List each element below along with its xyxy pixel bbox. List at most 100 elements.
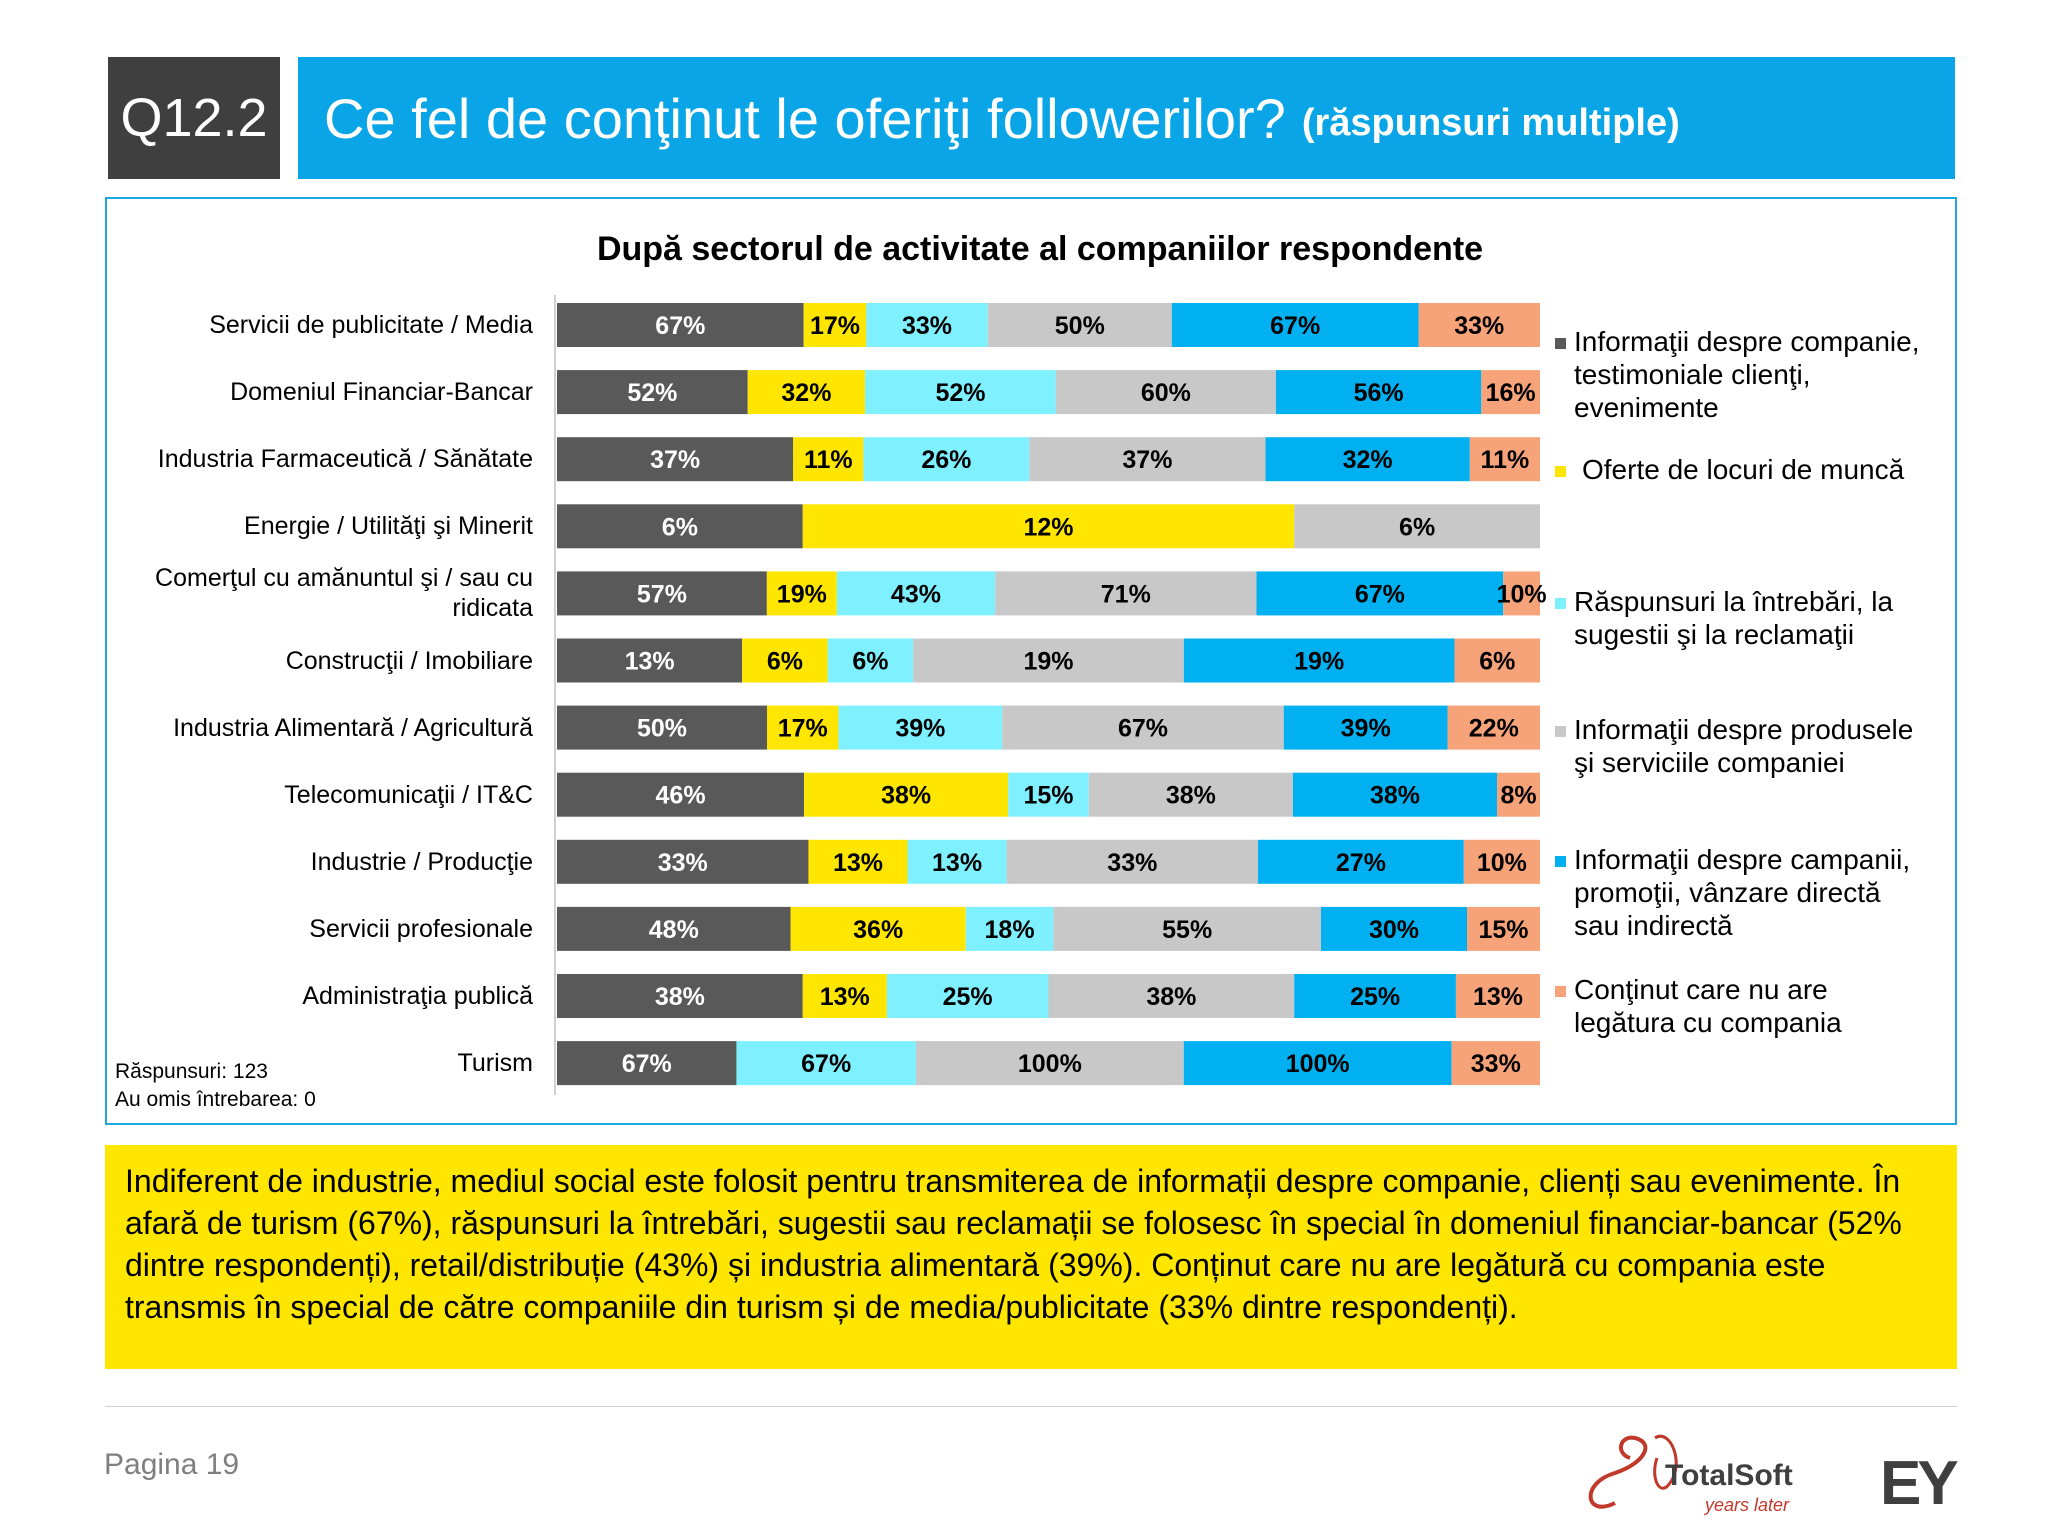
bar-segment	[802, 504, 1295, 549]
bar-segment	[557, 974, 803, 1018]
bar-segment	[1171, 303, 1419, 347]
bar-value-label: 15%	[1478, 916, 1528, 944]
bar-segment	[557, 303, 804, 347]
bar-segment	[836, 571, 996, 616]
bar-segment	[1275, 370, 1482, 415]
bar-value-label: 52%	[627, 379, 677, 407]
bar-value-label: 52%	[935, 379, 985, 407]
category-label: Comerţul cu amănuntul şi / sau cu ridica…	[155, 564, 533, 623]
legend-swatch	[1555, 466, 1566, 477]
bar-segment	[557, 437, 794, 482]
legend-label-line: testimoniale clienţi,	[1574, 359, 1811, 390]
bar-segment	[1265, 437, 1470, 482]
bar-value-label: 36%	[853, 916, 903, 944]
bar-value-label: 6%	[1399, 513, 1435, 541]
bar-segment	[557, 839, 809, 884]
legend-label-line: Conţinut care nu are	[1574, 974, 1828, 1005]
totalsoft-logo: TotalSoft years later	[1588, 1434, 1793, 1515]
bar-segment	[1321, 906, 1468, 951]
bar-segment	[766, 571, 837, 616]
bar-value-label: 32%	[781, 379, 831, 407]
totalsoft-logo-name: TotalSoft	[1665, 1459, 1793, 1492]
legend-swatch	[1555, 338, 1566, 349]
bar-value-label: 38%	[1166, 782, 1216, 810]
bar-segment	[1503, 571, 1540, 616]
bar-segment	[987, 303, 1172, 347]
bar-segment	[1006, 839, 1259, 884]
bar-value-label: 6%	[662, 513, 698, 541]
bar-value-label: 13%	[833, 849, 883, 877]
bar-value-label: 37%	[1122, 446, 1172, 474]
bar-segment	[793, 437, 864, 482]
bar-value-label: 46%	[656, 782, 706, 810]
bar-value-label: 12%	[1023, 513, 1073, 541]
bar-value-label: 38%	[881, 782, 931, 810]
bar-value-label: 15%	[1023, 782, 1073, 810]
category-label: Administraţia publică	[302, 982, 533, 1010]
legend-label-line: Informaţii despre companie,	[1574, 326, 1920, 357]
bar-segment	[1008, 772, 1089, 817]
bar-segment	[1481, 370, 1540, 415]
bar-segment	[1183, 638, 1455, 683]
legend-label-line: şi serviciile companiei	[1574, 747, 1845, 778]
bar-value-label: 22%	[1469, 715, 1519, 743]
bar-value-label: 43%	[891, 580, 941, 608]
bar-value-label: 33%	[1454, 312, 1504, 340]
bar-value-label: 71%	[1101, 580, 1151, 608]
bar-value-label: 38%	[655, 983, 705, 1011]
category-label: Servicii profesionale	[309, 914, 533, 943]
totalsoft-logo-zero	[1653, 1434, 1678, 1490]
bar-segment	[915, 1041, 1184, 1086]
category-label: Turism	[457, 1049, 533, 1078]
summary-box: Indiferent de industrie, mediul social e…	[105, 1145, 1957, 1369]
legend-item: Informaţii despre companie, testimoniale …	[1555, 325, 1942, 424]
bar-segment	[1447, 705, 1540, 750]
bar-segment	[808, 839, 908, 884]
bar-value-label: 11%	[1481, 446, 1530, 474]
legend-label-line: Informaţii despre produsele	[1574, 714, 1914, 745]
bar-value-label: 10%	[1497, 580, 1547, 608]
bar-value-label: 39%	[1341, 715, 1391, 743]
bar-segment	[1454, 638, 1540, 683]
bar-segment	[1002, 705, 1284, 750]
bar-value-label: 56%	[1354, 379, 1404, 407]
bar-value-label: 39%	[895, 715, 945, 743]
bar-value-label: 100%	[1286, 1050, 1350, 1078]
bar-value-label: 37%	[650, 446, 700, 474]
bar-value-label: 50%	[637, 715, 687, 743]
page-title: Ce fel de conţinut le oferiţi followeril…	[324, 86, 1286, 150]
bar-segment	[1292, 772, 1498, 817]
bar-value-label: 8%	[1500, 782, 1536, 810]
bar-segment	[790, 906, 966, 951]
bar-segment	[995, 571, 1257, 616]
bar-segment	[1418, 303, 1540, 347]
bar-value-label: 6%	[767, 648, 803, 676]
bar-value-label: 55%	[1162, 916, 1212, 944]
bar-segment	[1055, 370, 1276, 415]
bar-value-label: 33%	[1471, 1050, 1521, 1078]
bar-segment	[1455, 974, 1540, 1018]
category-label: Industria Alimentară / Agricultură	[173, 713, 533, 742]
stacked-bar-chart: 67% 17% 33% 50% 67% 33% 52% 32% 52% 60% 56% 16% 37% 1…	[554, 295, 1547, 1096]
bar-value-label: 67%	[1118, 715, 1168, 743]
bar-value-label: 33%	[658, 849, 708, 877]
bar-value-label: 19%	[1294, 648, 1344, 676]
bar-value-label: 67%	[801, 1050, 851, 1078]
category-label: Construcţii / Imobiliare	[285, 646, 533, 675]
category-label: Telecomunicaţii / IT&C	[284, 780, 533, 809]
legend-swatch	[1555, 726, 1566, 737]
bar-value-label: 67%	[655, 312, 705, 340]
bar-segment	[866, 303, 988, 347]
ey-logo: EY	[1880, 1449, 1959, 1518]
bar-segment	[557, 504, 803, 549]
legend-label-line: promoţii, vânzare directă	[1574, 877, 1881, 908]
bar-value-label: 13%	[625, 648, 675, 676]
legend-swatch	[1555, 986, 1566, 997]
bar-segment	[907, 839, 1007, 884]
bar-segment	[827, 638, 914, 683]
bar-value-label: 33%	[902, 312, 952, 340]
bar-segment	[1467, 906, 1540, 951]
bar-value-label: 25%	[943, 983, 993, 1011]
bar-segment	[965, 906, 1054, 951]
bar-value-label: 32%	[1343, 446, 1393, 474]
